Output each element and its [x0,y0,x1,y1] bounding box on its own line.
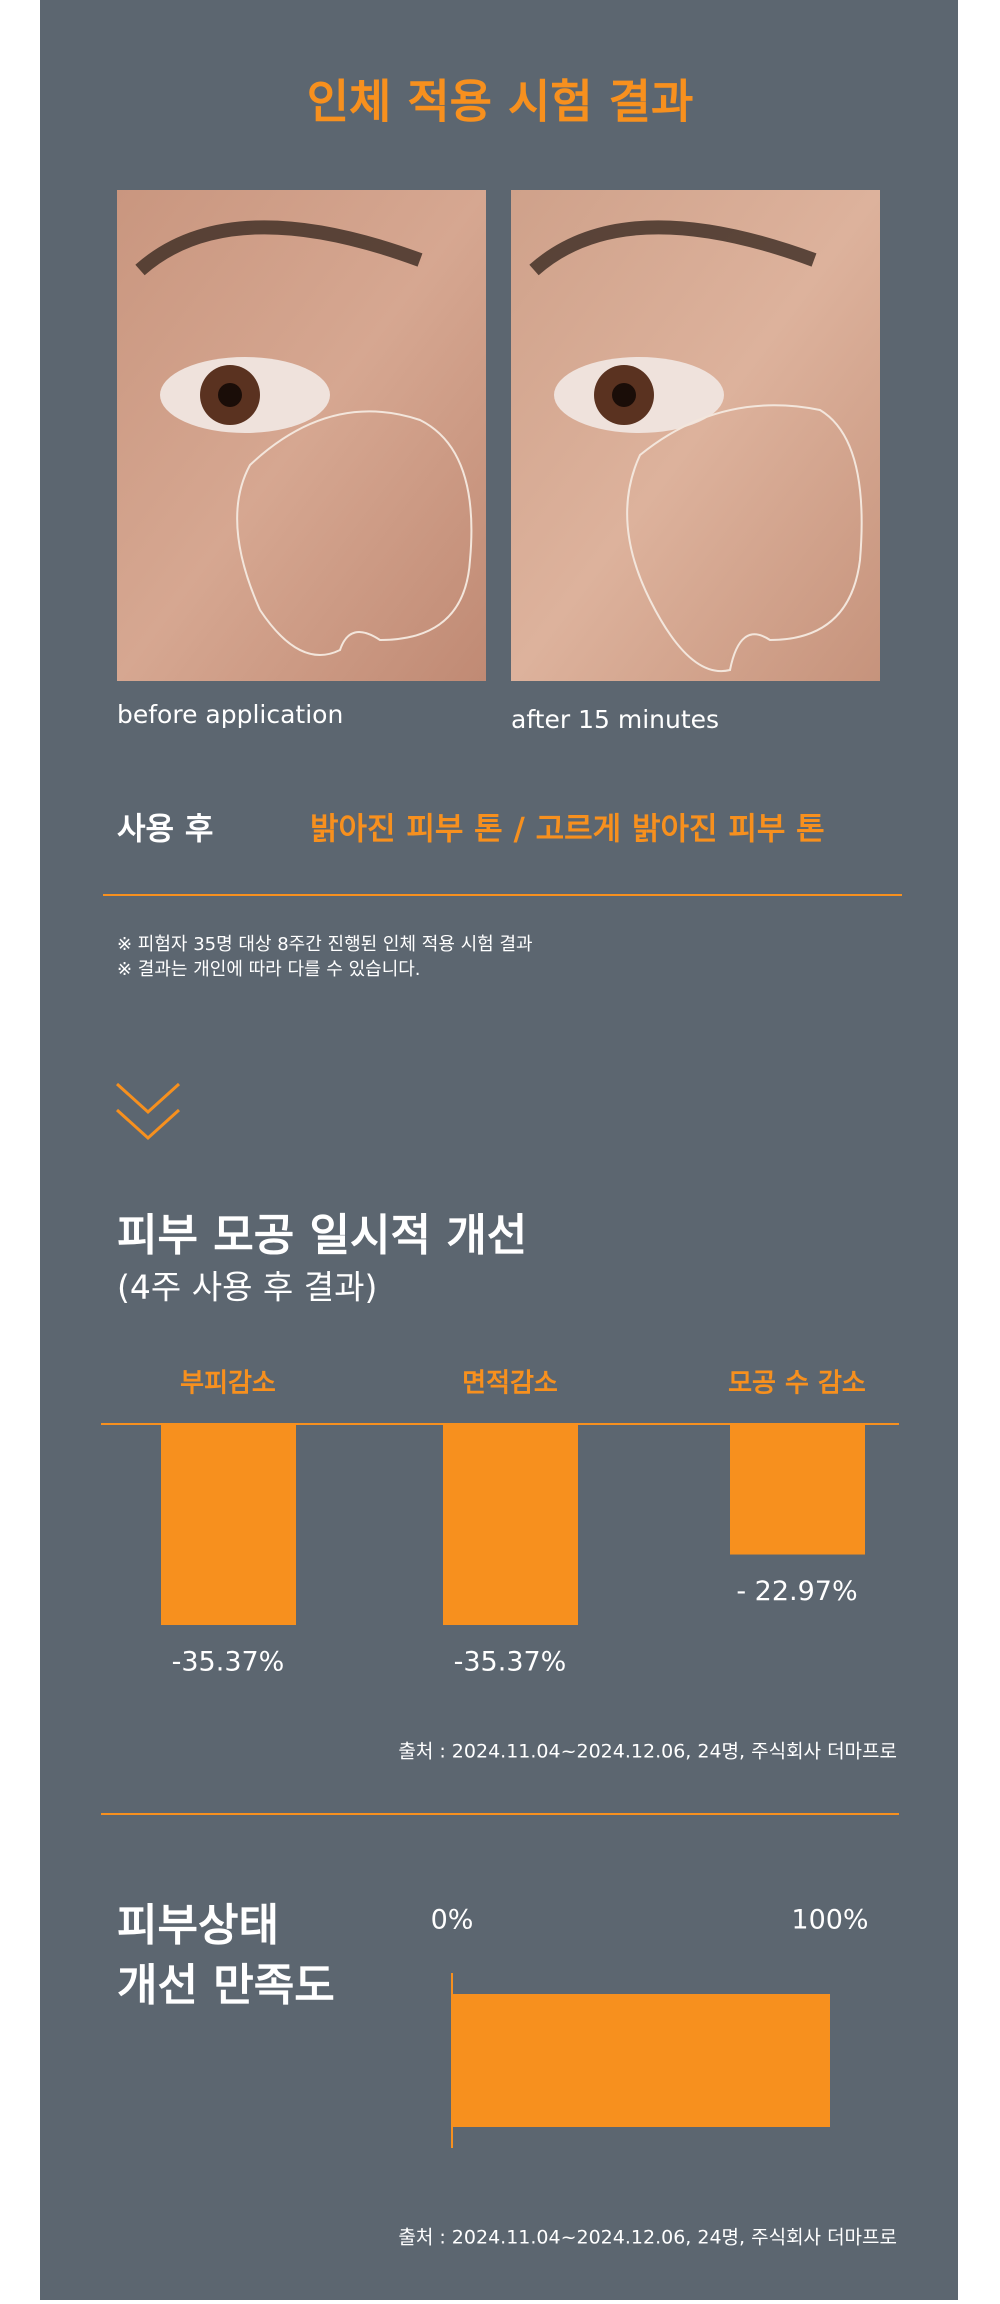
x-tick-label: 100% [791,1905,868,1936]
chart-title: 피부 모공 일시적 개선 [117,1210,527,1261]
category-label: 부피감소 [180,1369,276,1399]
result-label: 사용 후 [117,812,213,848]
category-label: 모공 수 감소 [728,1369,866,1399]
bar [443,1424,578,1625]
photo-caption: after 15 minutes [511,705,719,734]
note: ※ 결과는 개인에 따라 다를 수 있습니다. [117,959,421,980]
photo-before [117,190,486,681]
title: 인체 적용 시험 결과 [307,75,694,129]
value-label: -35.37% [454,1647,567,1678]
x-tick-label: 0% [431,1905,474,1936]
chevron-icon [115,1082,181,1141]
category-label: 면적감소 [462,1369,558,1399]
source: 출처 : 2024.11.04~2024.12.06, 24명, 주식회사 더마… [398,1741,897,1763]
source: 출처 : 2024.11.04~2024.12.06, 24명, 주식회사 더마… [398,2227,897,2249]
photo-after [511,190,880,681]
chart-title: 개선 만족도 [117,1960,335,2011]
value-label: -35.37% [172,1647,285,1678]
chart-subtitle: (4주 사용 후 결과) [117,1268,377,1307]
bar [452,1994,830,2127]
photo-caption: before application [117,700,343,729]
note: ※ 피험자 35명 대상 8주간 진행된 인체 적용 시험 결과 [117,934,533,955]
value-label: - 22.97% [736,1576,857,1607]
chart-title: 피부상태 [117,1900,279,1951]
bar [730,1424,865,1555]
result-text: 밝아진 피부 톤 / 고르게 밝아진 피부 톤 [310,812,825,848]
bar [161,1424,296,1625]
